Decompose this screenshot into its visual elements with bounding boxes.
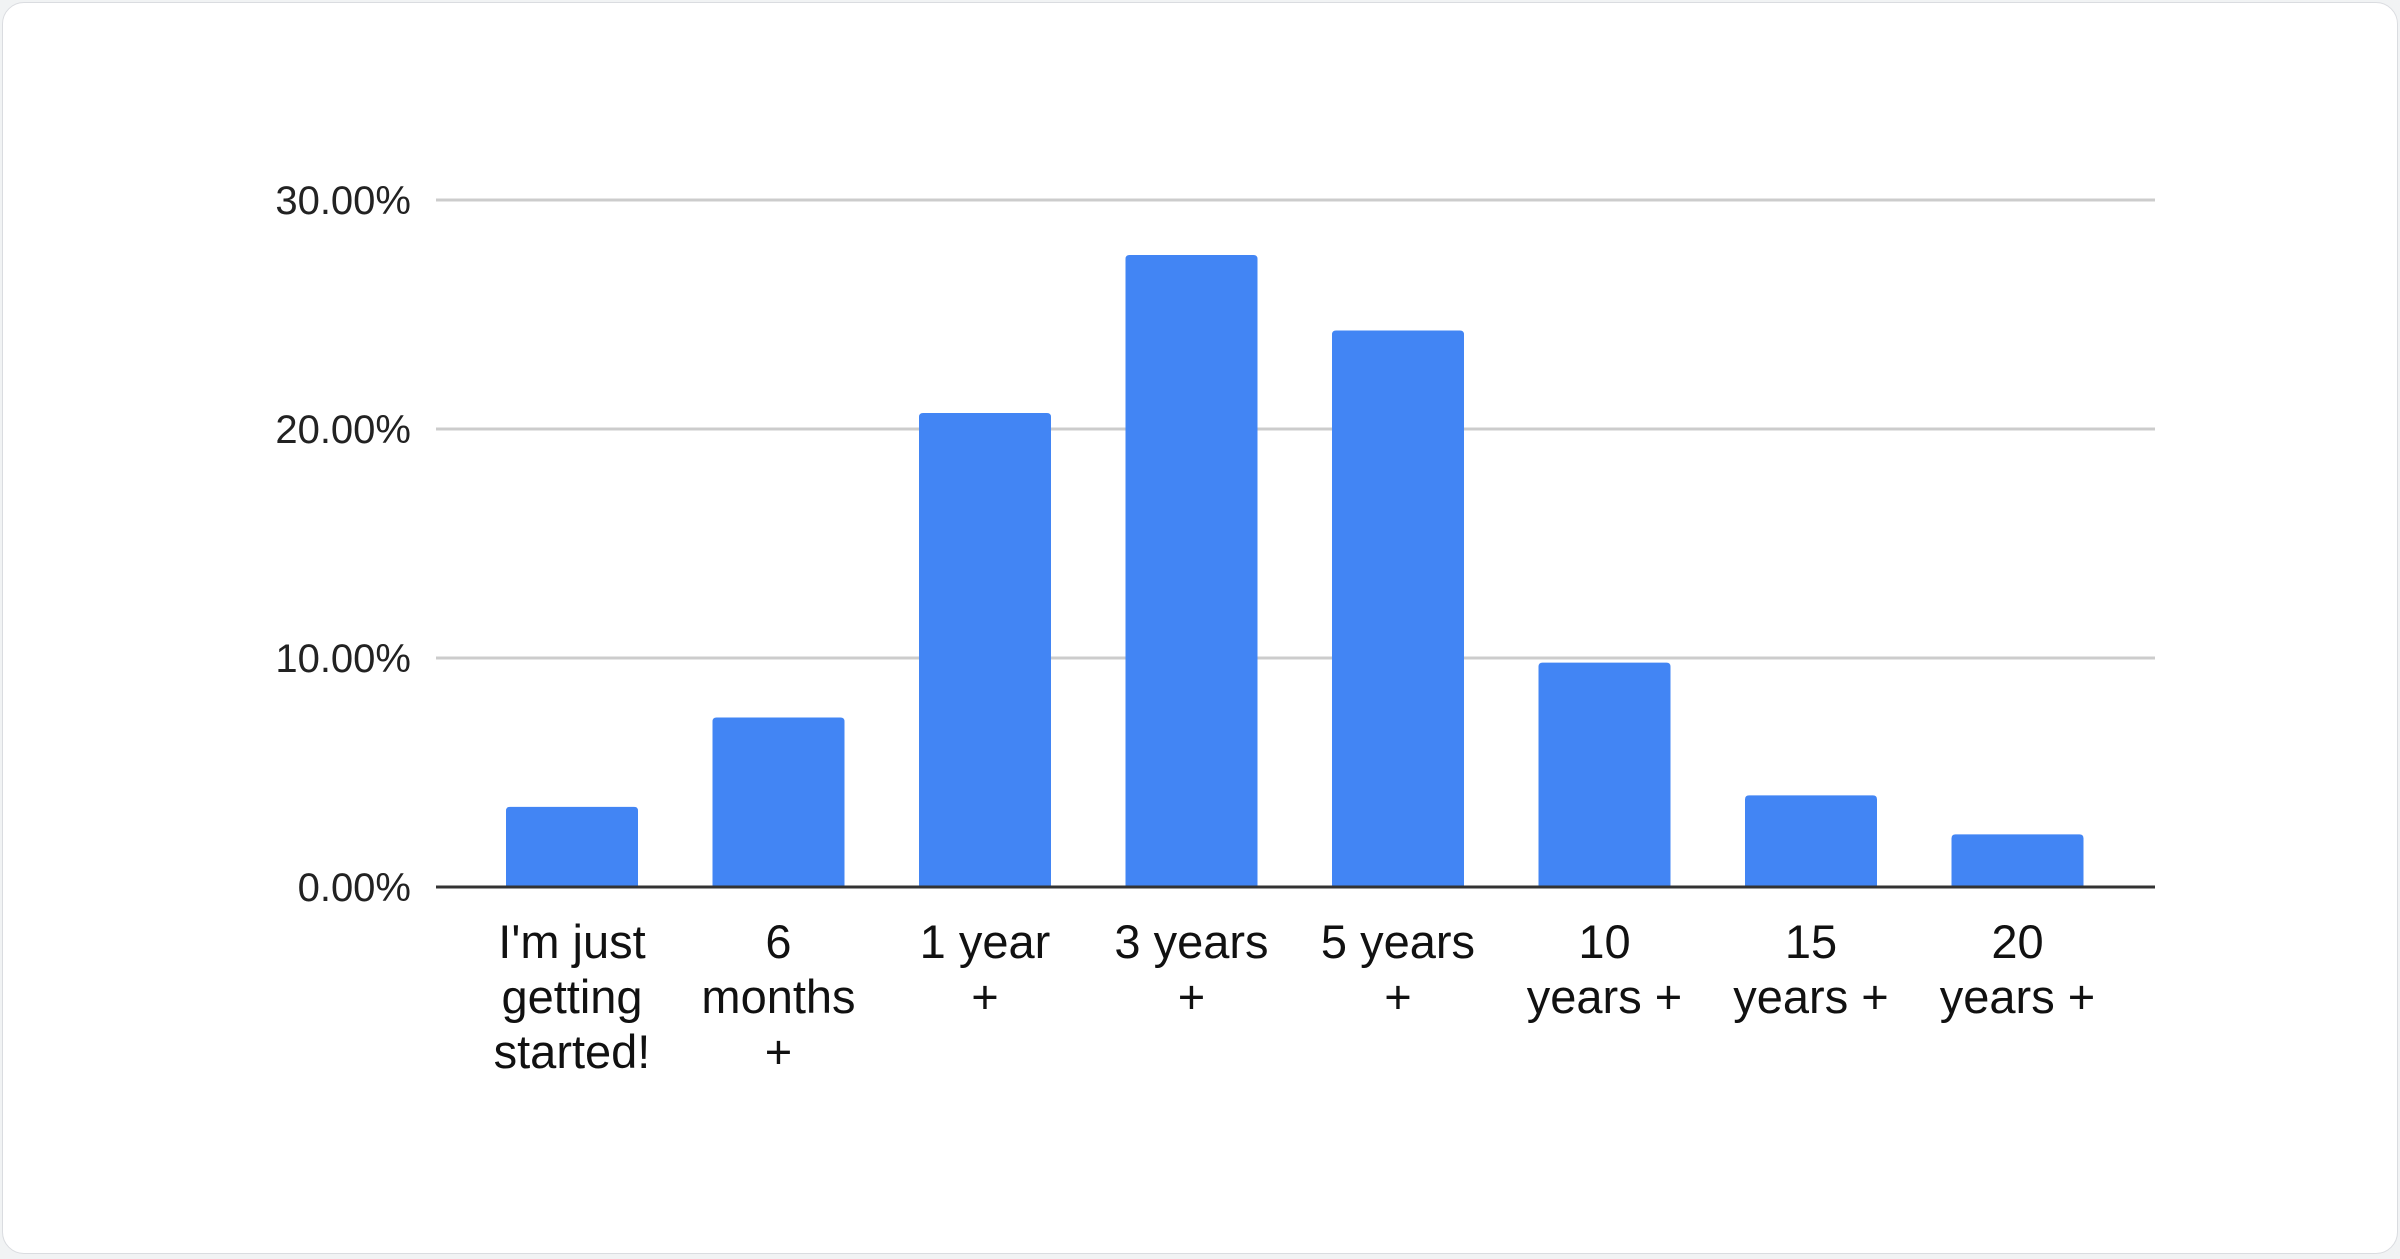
bar <box>1332 330 1464 887</box>
x-category-label: getting <box>501 970 642 1023</box>
x-category-label: years + <box>1940 970 2095 1023</box>
bar-chart: 0.00% 10.00% 20.00% 30.00% I'm justgettingst… <box>275 179 2155 1078</box>
y-tick-label: 0.00% <box>298 866 411 910</box>
bar <box>1538 662 1671 887</box>
x-category-label: I'm just <box>498 915 645 968</box>
x-category-label: 1 year <box>920 915 1051 968</box>
bar <box>919 412 1051 887</box>
bar <box>712 717 845 887</box>
x-category-label: + <box>1178 970 1205 1023</box>
x-category-label: + <box>971 970 998 1023</box>
x-category-label: 5 years <box>1321 915 1475 968</box>
x-category-label: + <box>1384 970 1411 1023</box>
bar <box>1951 834 2084 887</box>
bar <box>506 806 638 887</box>
y-tick-label: 10.00% <box>275 637 411 681</box>
x-category-label: 15 <box>1785 915 1837 968</box>
x-category-label: years + <box>1527 970 1682 1023</box>
x-category-label: + <box>765 1025 792 1078</box>
y-tick-label: 30.00% <box>275 179 411 223</box>
x-category-label: 20 <box>1991 915 2043 968</box>
bar <box>1125 254 1258 887</box>
x-category-label: years + <box>1733 970 1888 1023</box>
x-category-label: 6 <box>765 915 791 968</box>
bar <box>1745 795 1877 887</box>
x-category-label: 3 years <box>1114 915 1268 968</box>
x-category-label: months <box>701 970 855 1023</box>
x-category-label: 10 <box>1578 915 1630 968</box>
y-tick-label: 20.00% <box>275 408 411 452</box>
x-category-label: started! <box>494 1025 651 1078</box>
